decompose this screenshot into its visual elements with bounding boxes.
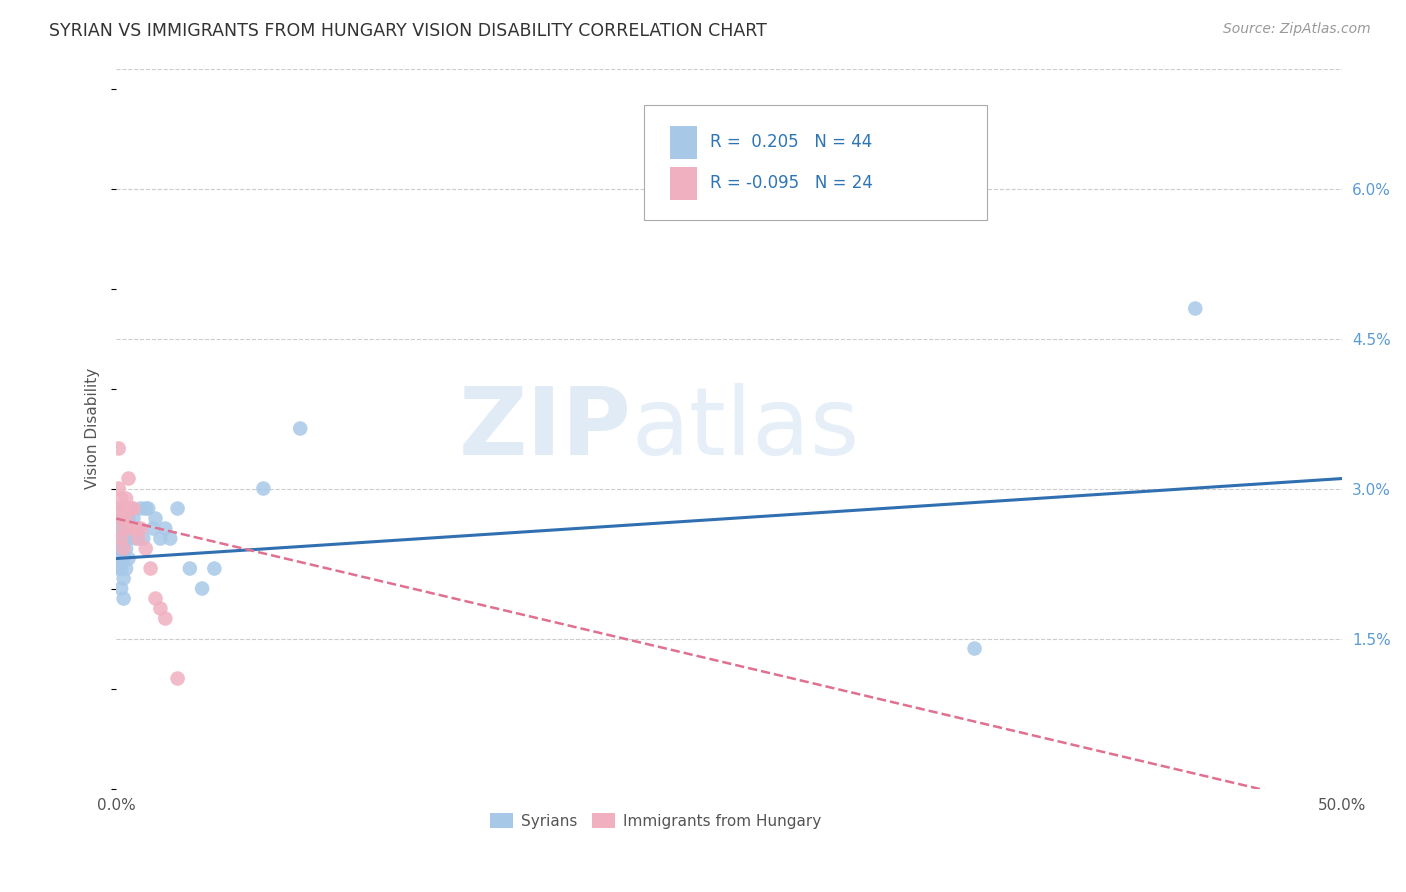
Y-axis label: Vision Disability: Vision Disability <box>86 368 100 489</box>
Point <box>110 532 132 546</box>
Point <box>115 522 138 536</box>
Point <box>290 421 312 435</box>
Point <box>112 541 135 556</box>
Point <box>107 442 129 456</box>
Point <box>155 522 177 536</box>
Point <box>145 511 167 525</box>
Text: R =  0.205   N = 44: R = 0.205 N = 44 <box>710 133 872 152</box>
Point <box>115 561 138 575</box>
Point <box>122 501 145 516</box>
Point <box>110 541 132 556</box>
Point <box>115 491 138 506</box>
Point <box>120 522 142 536</box>
Point <box>135 501 157 516</box>
Text: SYRIAN VS IMMIGRANTS FROM HUNGARY VISION DISABILITY CORRELATION CHART: SYRIAN VS IMMIGRANTS FROM HUNGARY VISION… <box>49 22 768 40</box>
Point <box>142 522 165 536</box>
Point <box>155 611 177 625</box>
Point <box>112 522 135 536</box>
Point <box>112 522 135 536</box>
Point <box>191 582 214 596</box>
Point <box>115 511 138 525</box>
Point <box>117 532 139 546</box>
Point <box>120 522 142 536</box>
Point <box>129 501 152 516</box>
Point <box>120 501 142 516</box>
Point <box>110 511 132 525</box>
Point <box>110 561 132 575</box>
Point <box>127 532 149 546</box>
Point <box>107 551 129 566</box>
Point <box>112 591 135 606</box>
Point <box>132 532 155 546</box>
Point <box>107 541 129 556</box>
Text: ZIP: ZIP <box>458 383 631 475</box>
Point <box>112 501 135 516</box>
Text: atlas: atlas <box>631 383 859 475</box>
Point <box>127 522 149 536</box>
Point <box>110 582 132 596</box>
Point <box>110 491 132 506</box>
Point <box>107 532 129 546</box>
Point <box>115 541 138 556</box>
Point <box>136 501 159 516</box>
Point <box>252 482 274 496</box>
Legend: Syrians, Immigrants from Hungary: Syrians, Immigrants from Hungary <box>484 806 827 835</box>
Point <box>139 561 162 575</box>
Point <box>129 522 152 536</box>
Point <box>159 532 181 546</box>
Point <box>179 561 201 575</box>
Point <box>117 511 139 525</box>
Point <box>166 672 188 686</box>
Point <box>145 591 167 606</box>
Point <box>112 501 135 516</box>
Point <box>120 501 142 516</box>
Point <box>125 532 148 546</box>
Point <box>963 641 986 656</box>
Point <box>112 532 135 546</box>
Text: Source: ZipAtlas.com: Source: ZipAtlas.com <box>1223 22 1371 37</box>
Point <box>202 561 225 575</box>
Point <box>115 501 138 516</box>
Point <box>1184 301 1206 316</box>
Point <box>107 501 129 516</box>
Point <box>110 511 132 525</box>
Point <box>112 572 135 586</box>
Point <box>112 551 135 566</box>
Point <box>107 482 129 496</box>
Point <box>166 501 188 516</box>
FancyBboxPatch shape <box>671 126 697 159</box>
Point <box>125 522 148 536</box>
Point <box>107 561 129 575</box>
Point <box>122 511 145 525</box>
Text: R = -0.095   N = 24: R = -0.095 N = 24 <box>710 174 873 193</box>
Point <box>149 601 172 615</box>
FancyBboxPatch shape <box>671 167 697 200</box>
Point <box>110 522 132 536</box>
Point <box>149 532 172 546</box>
Point <box>117 551 139 566</box>
FancyBboxPatch shape <box>644 104 987 219</box>
Point <box>135 541 157 556</box>
Point <box>117 471 139 485</box>
